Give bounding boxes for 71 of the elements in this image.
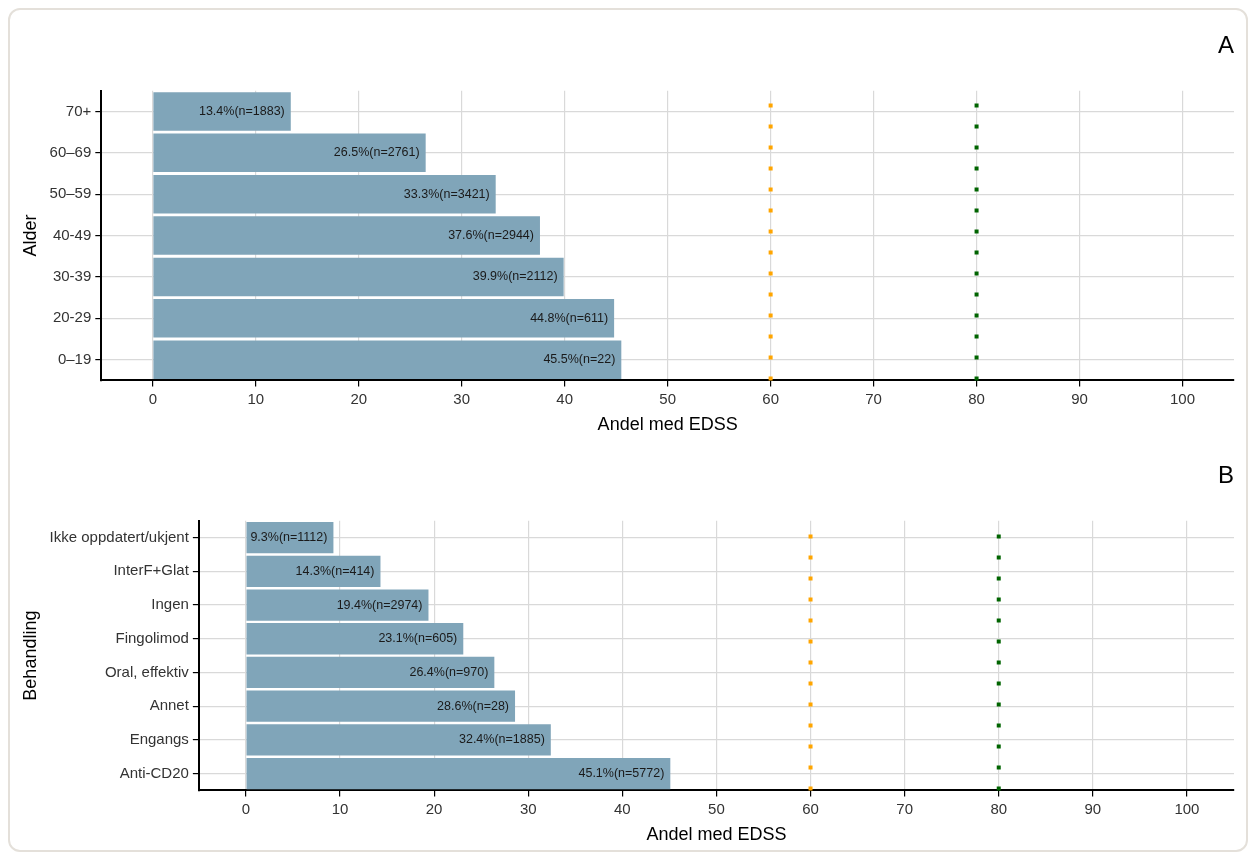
x-tick-label: 10: [247, 389, 265, 407]
x-tick-label: 100: [1170, 389, 1196, 407]
data-label: 23.1%(n=605): [378, 631, 458, 646]
bar: [153, 174, 496, 214]
y-tick-label: 50–59: [49, 184, 92, 202]
bar: [246, 757, 671, 790]
data-label: 37.6%(n=2944): [448, 228, 534, 243]
y-tick-label: 40-49: [52, 225, 92, 243]
data-label: 45.5%(n=22): [543, 352, 616, 367]
data-label: 39.9%(n=2112): [472, 269, 558, 284]
data-label: 45.1%(n=5772): [578, 766, 665, 780]
x-tick-label: 70: [865, 389, 882, 407]
x-tick-label: 80: [968, 389, 985, 407]
bar: [153, 216, 540, 255]
x-tick-label: 30: [519, 799, 537, 817]
chart-title: B: [1217, 461, 1234, 489]
bar: [153, 133, 426, 173]
x-tick-label: 100: [1174, 799, 1200, 817]
x-axis-title: Andel med EDSS: [597, 414, 738, 435]
y-tick-label: 20-29: [52, 308, 92, 326]
y-tick-label: InterF+Glat: [113, 561, 190, 579]
x-tick-label: 40: [556, 389, 574, 407]
x-tick-label: 60: [762, 389, 779, 407]
bar: [246, 690, 516, 722]
bar: [246, 656, 495, 689]
y-tick-label: Fingolimod: [115, 628, 189, 646]
bar: [153, 299, 615, 338]
x-tick-label: 40: [613, 799, 631, 817]
x-tick-label: 20: [425, 799, 443, 817]
bar: [153, 257, 564, 297]
data-label: 44.8%(n=611): [530, 310, 609, 325]
chart-title: A: [1217, 31, 1234, 59]
bar: [246, 623, 464, 655]
data-label: 9.3%(n=1112): [250, 530, 328, 545]
x-tick-label: 50: [708, 799, 725, 817]
y-axis-title: Alder: [19, 214, 40, 257]
y-tick-label: 0–19: [57, 349, 92, 367]
y-tick-label: Ingen: [151, 595, 189, 613]
x-tick-label: 20: [350, 389, 368, 407]
x-tick-label: 0: [241, 799, 251, 817]
x-tick-label: 10: [331, 799, 349, 817]
x-tick-label: 90: [1071, 389, 1088, 407]
y-axis-title: Behandling: [19, 610, 40, 701]
x-tick-label: 90: [1084, 799, 1102, 817]
x-tick-label: 0: [148, 389, 157, 407]
y-tick-label: Ikke oppdatert/ukjent: [49, 527, 190, 545]
y-tick-label: 60–69: [49, 143, 92, 160]
x-tick-label: 30: [453, 389, 471, 407]
data-label: 28.6%(n=28): [437, 698, 510, 713]
bar: [246, 724, 551, 756]
x-tick-label: 50: [659, 389, 676, 407]
x-tick-label: 60: [802, 799, 819, 817]
data-label: 33.3%(n=3421): [403, 186, 490, 201]
x-tick-label: 80: [990, 799, 1008, 817]
data-label: 32.4%(n=1885): [458, 732, 545, 747]
bar: [153, 92, 291, 131]
y-tick-label: Oral, effektiv: [104, 662, 190, 680]
y-tick-label: 70+: [65, 101, 92, 119]
x-tick-label: 70: [896, 799, 913, 817]
data-label: 19.4%(n=2974): [336, 597, 423, 612]
data-label: 26.4%(n=970): [409, 664, 489, 679]
data-label: 26.5%(n=2761): [333, 145, 420, 160]
bar: [153, 340, 622, 379]
data-label: 13.4%(n=1883): [198, 103, 285, 118]
y-tick-label: 30-39: [52, 267, 92, 285]
data-label: 14.3%(n=414): [295, 563, 375, 578]
y-tick-label: Anti-CD20: [119, 763, 189, 781]
y-tick-label: Annet: [149, 696, 190, 714]
x-axis-title: Andel med EDSS: [646, 824, 787, 845]
bar: [246, 589, 429, 621]
y-tick-label: Engangs: [129, 729, 189, 747]
